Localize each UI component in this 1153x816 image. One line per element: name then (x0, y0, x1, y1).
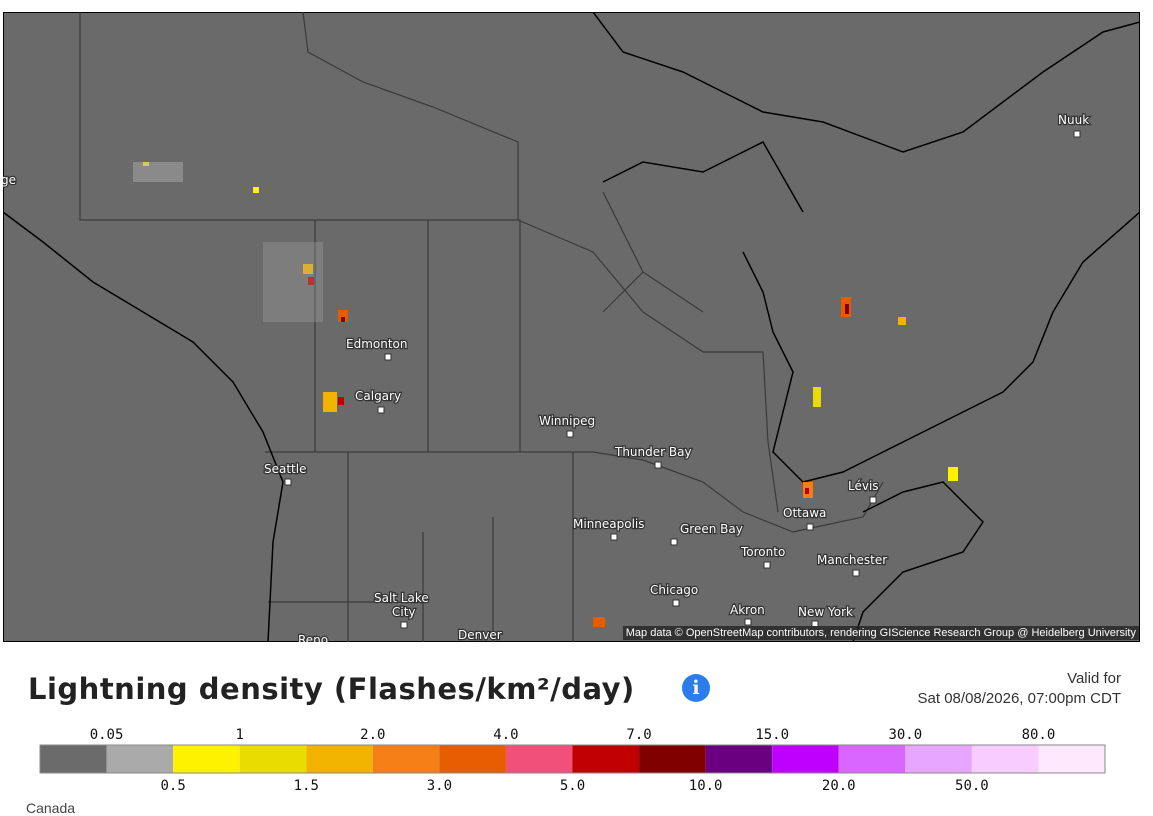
city-marker (869, 496, 877, 504)
city-marker (284, 478, 292, 486)
legend-swatch (505, 745, 573, 773)
legend-upper-label: 30.0 (888, 727, 922, 743)
legend-lower-label: 5.0 (560, 778, 585, 794)
legend-swatch (1038, 745, 1105, 773)
legend-swatch (905, 745, 972, 773)
city-label: Salt Lake (374, 591, 429, 605)
city-marker (763, 561, 771, 569)
lightning-cells (133, 162, 958, 627)
legend-swatch (239, 745, 307, 773)
city-label: ge (3, 173, 16, 187)
legend-lower-label: 0.5 (160, 778, 185, 794)
city-label: Akron (730, 603, 765, 617)
city-label: Toronto (740, 545, 785, 559)
city-label: City (392, 605, 416, 619)
city-marker (852, 569, 860, 577)
legend-swatch (306, 745, 373, 773)
city-label: Green Bay (680, 522, 743, 536)
legend-swatch (439, 745, 506, 773)
city-label: Edmonton (346, 337, 408, 351)
valid-label: Valid for (1067, 670, 1121, 687)
legend-swatch (838, 745, 906, 773)
city-label: Nuuk (1058, 113, 1089, 127)
city-label: Calgary (355, 389, 401, 403)
legend-lower-label: 10.0 (689, 778, 723, 794)
legend-swatch (572, 745, 640, 773)
city-marker (672, 599, 680, 607)
city-label: Chicago (650, 583, 698, 597)
color-legend: 0.05 1 2.0 4.0 7.0 15.0 30.0 80.0 0.5 1.5 3.0 5.0 10… (39, 727, 1106, 794)
city-label: Winnipeg (539, 414, 595, 428)
city-label: New York (798, 605, 853, 619)
legend-lower-label: 50.0 (955, 778, 989, 794)
legend-upper-label: 4.0 (493, 727, 518, 743)
city-label: Manchester (817, 553, 887, 567)
legend-swatch (173, 745, 240, 773)
legend-swatch (372, 745, 440, 773)
city-marker (806, 523, 814, 531)
info-button[interactable]: i (682, 674, 710, 702)
city-marker (400, 621, 408, 629)
legend-upper-label: 2.0 (360, 727, 385, 743)
legend-upper-label: 15.0 (755, 727, 789, 743)
city-labels: ge Nuuk Edmonton Calgary Winnipeg Thunder Bay… (3, 112, 1090, 642)
city-label: Lévis (848, 479, 879, 493)
legend-swatch (106, 745, 174, 773)
legend-swatch (639, 745, 706, 773)
city-marker (1073, 130, 1081, 138)
city-marker (670, 538, 678, 546)
city-label: Denver (458, 628, 502, 642)
legend-upper-label: 7.0 (626, 727, 651, 743)
legend-upper-label: 80.0 (1022, 727, 1056, 743)
city-label: Reno (298, 633, 328, 642)
legend-swatch (705, 745, 773, 773)
legend-lower-label: 1.5 (294, 778, 319, 794)
legend-upper-label: 0.05 (90, 727, 124, 743)
legend-lower-label: 20.0 (822, 778, 856, 794)
city-marker (384, 353, 392, 361)
region-label: Canada (26, 800, 76, 816)
city-label: Ottawa (783, 506, 826, 520)
legend-title: Lightning density (Flashes/km²/day) (28, 672, 635, 706)
city-marker (654, 461, 662, 469)
city-marker (610, 533, 618, 541)
city-label: Seattle (264, 462, 306, 476)
city-marker (566, 430, 574, 438)
city-marker (744, 618, 752, 626)
city-label: Thunder Bay (614, 445, 692, 459)
legend-swatch (40, 745, 107, 773)
legend-frame (39, 744, 1106, 774)
legend-swatch (971, 745, 1039, 773)
legend-upper-label: 1 (235, 727, 243, 743)
map: ge Nuuk Edmonton Calgary Winnipeg Thunder Bay… (3, 12, 1140, 642)
map-attribution: Map data © OpenStreetMap contributors, r… (622, 626, 1139, 640)
legend-lower-label: 3.0 (427, 778, 452, 794)
legend-swatch (772, 745, 839, 773)
city-label: Minneapolis (573, 517, 645, 531)
city-marker (377, 406, 385, 414)
valid-time: Sat 08/08/2026, 07:00pm CDT (917, 690, 1121, 707)
